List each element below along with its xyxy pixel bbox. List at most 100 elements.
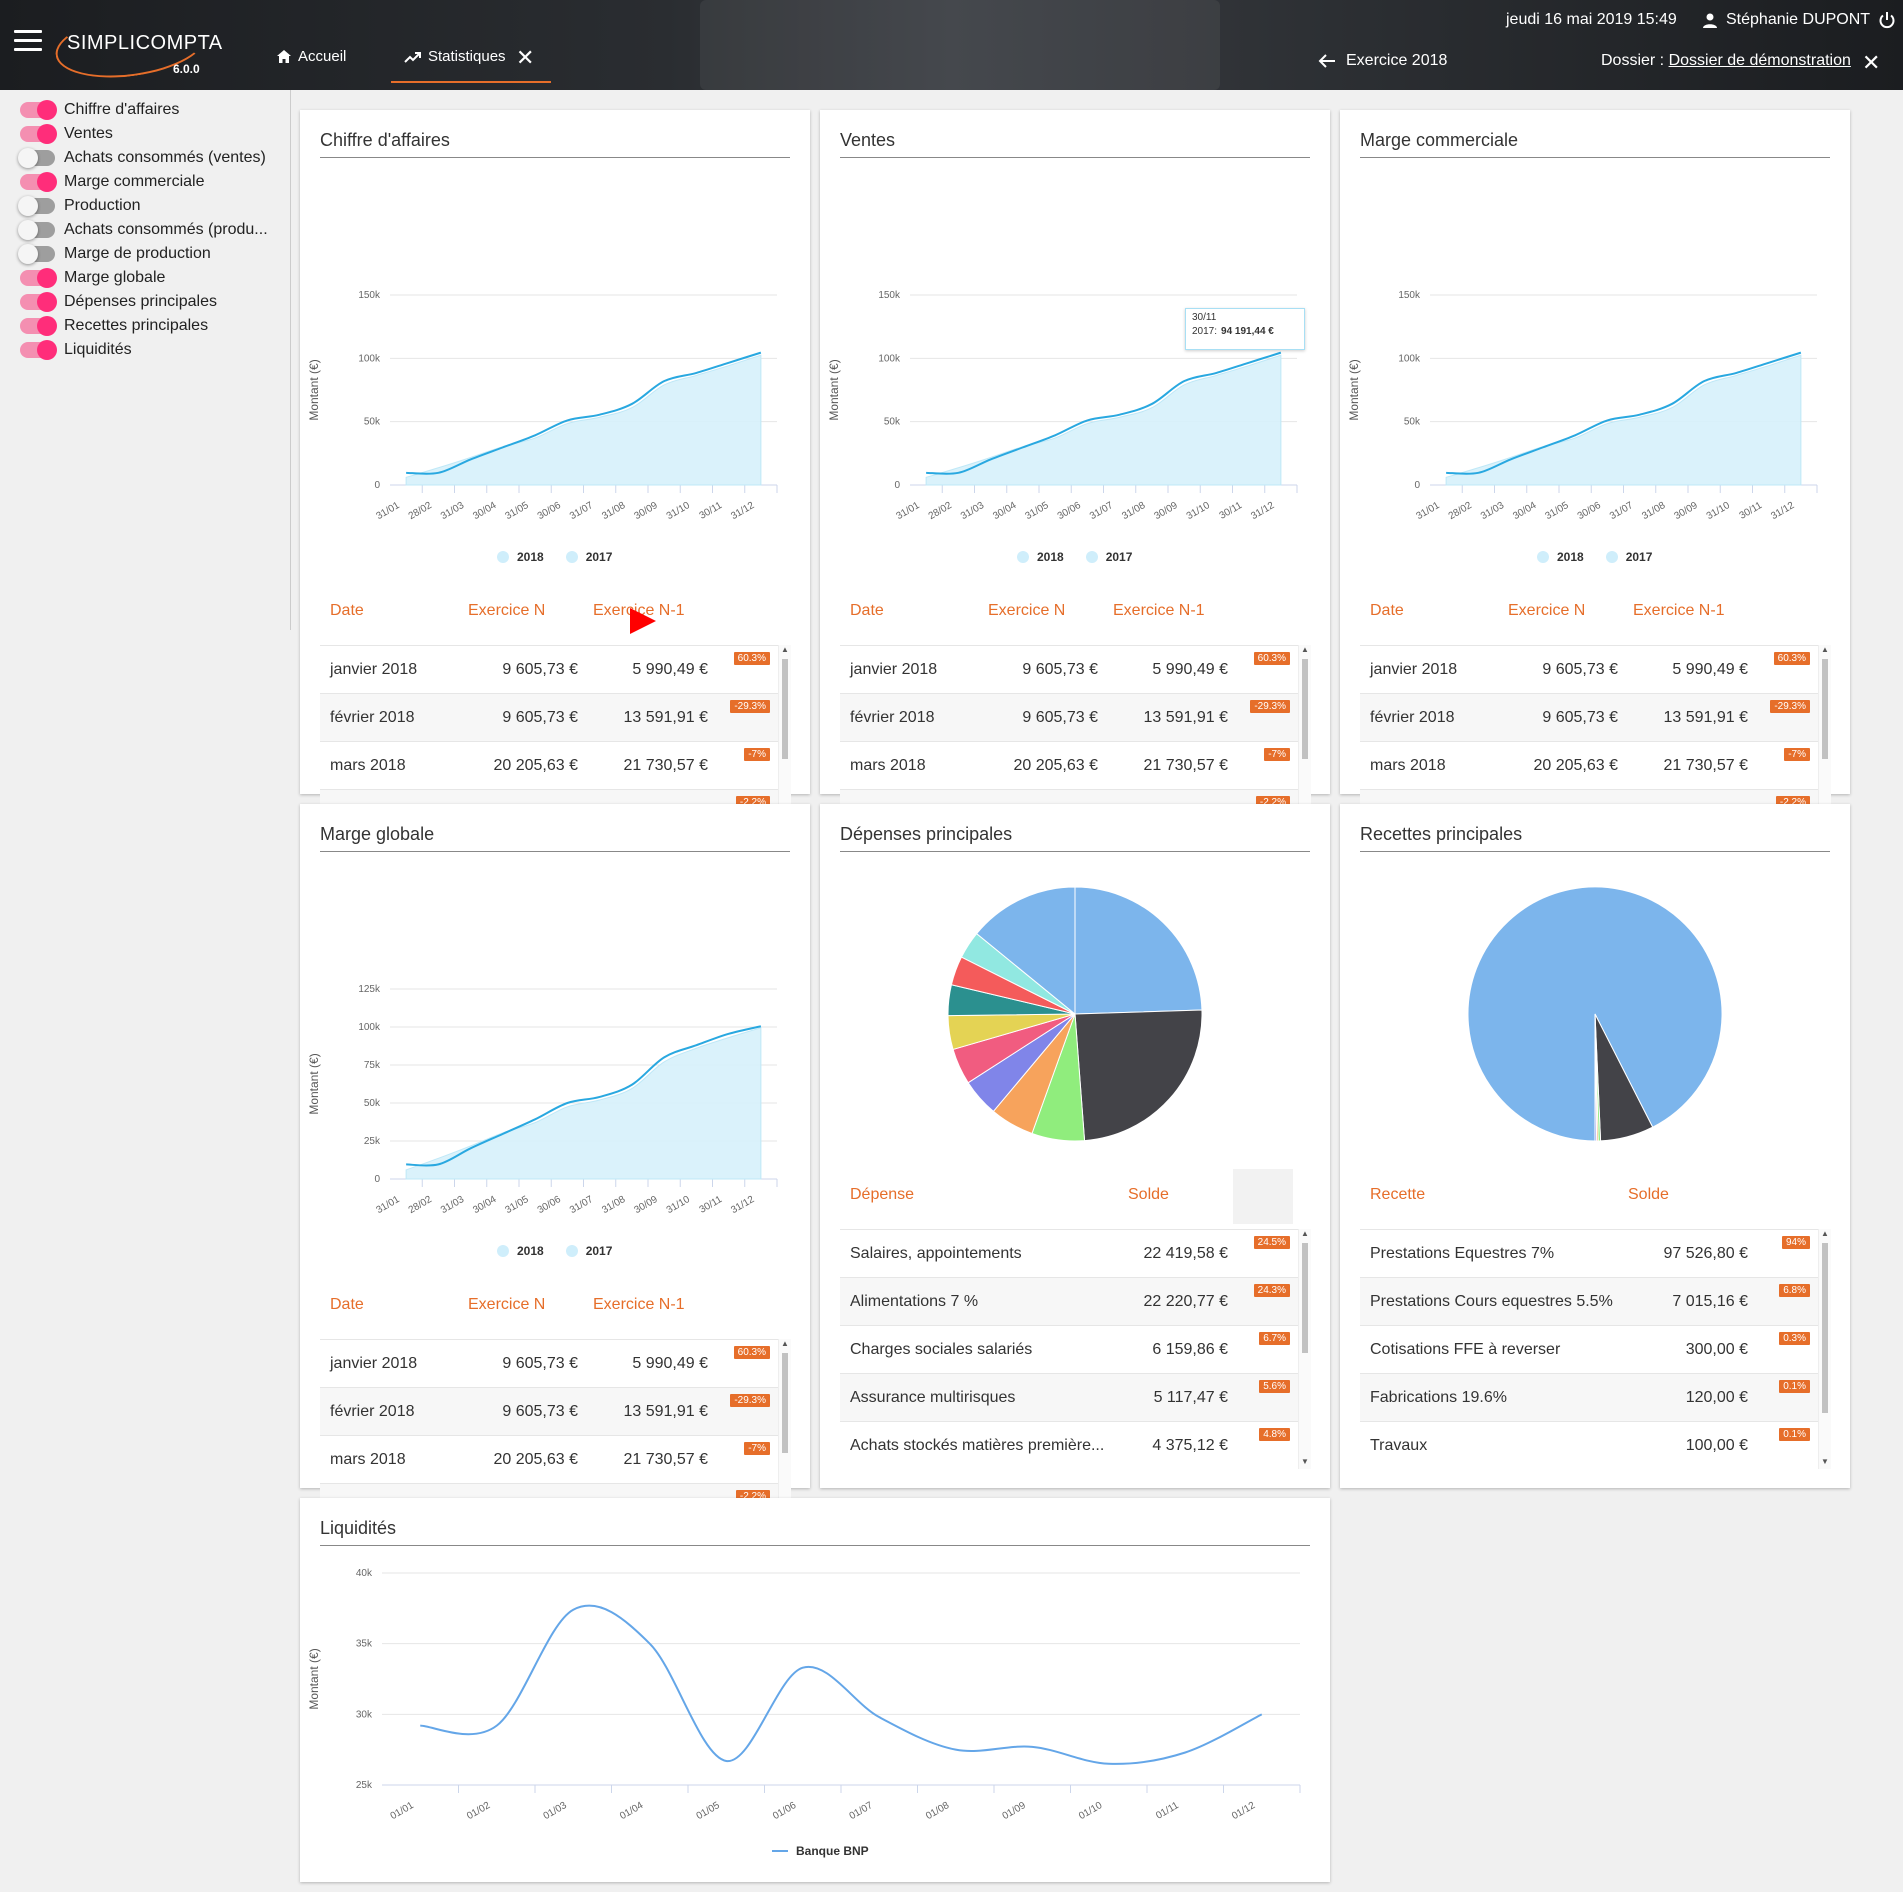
sidebar-toggle-row[interactable]: Chiffre d'affaires [20, 98, 179, 122]
sidebar-toggle-row[interactable]: Dépenses principales [20, 290, 217, 314]
legend-item[interactable]: 2018 [497, 550, 544, 564]
scroll-up-icon[interactable]: ▲ [1821, 645, 1829, 654]
scroll-up-icon[interactable]: ▲ [781, 645, 789, 654]
toggle-switch[interactable] [18, 148, 55, 168]
legend-item[interactable]: 2018 [1537, 550, 1584, 564]
table-row[interactable]: mars 2018 20 205,63 € 21 730,57 € -7% [1360, 741, 1818, 790]
user-menu[interactable]: Stéphanie DUPONT [1702, 11, 1896, 29]
table-row[interactable]: Salaires, appointements 22 419,58 € 24.5% [840, 1229, 1298, 1278]
scroll-down-icon[interactable]: ▼ [1301, 1457, 1309, 1466]
table-row[interactable]: mars 2018 20 205,63 € 21 730,57 € -7% [320, 1435, 778, 1484]
sidebar-toggle-row[interactable]: Recettes principales [20, 314, 208, 338]
dossier-link[interactable]: Dossier de démonstration [1668, 52, 1851, 69]
col-header-exercice-n[interactable]: Exercice N [468, 602, 546, 619]
col-header-date[interactable]: Date [850, 602, 884, 619]
toggle-switch[interactable] [20, 316, 57, 336]
col-header-exercice-n1[interactable]: Exercice N-1 [1113, 602, 1205, 619]
legend-item[interactable]: 2018 [1017, 550, 1064, 564]
table-row[interactable]: février 2018 9 605,73 € 13 591,91 € -29.3% [840, 693, 1298, 742]
col-header-label[interactable]: Dépense [850, 1186, 915, 1203]
table-row[interactable]: Travaux 100,00 € 0.1% [1360, 1421, 1818, 1470]
toggle-switch[interactable] [20, 100, 57, 120]
scroll-up-icon[interactable]: ▲ [1301, 645, 1309, 654]
table-row[interactable]: janvier 2018 9 605,73 € 5 990,49 € 60.3% [320, 645, 778, 694]
toggle-knob [18, 148, 38, 168]
sidebar-toggle-row[interactable]: Marge commerciale [20, 170, 204, 194]
table-row[interactable]: Prestations Equestres 7% 97 526,80 € 94% [1360, 1229, 1818, 1278]
legend-item[interactable]: 2017 [1085, 550, 1132, 564]
table-row[interactable]: Assurance multirisques 5 117,47 € 5.6% [840, 1373, 1298, 1422]
table-row[interactable]: Achats stockés matières première... 4 375… [840, 1421, 1298, 1470]
legend-item[interactable]: 2017 [1605, 550, 1652, 564]
col-header-date[interactable]: Date [1370, 602, 1404, 619]
arrow-left-icon[interactable] [1318, 54, 1336, 68]
pie-slice[interactable] [1074, 1009, 1203, 1142]
close-dossier-icon[interactable]: ✕ [1862, 50, 1881, 75]
scrollbar-thumb[interactable] [782, 659, 788, 759]
table-row[interactable]: février 2018 9 605,73 € 13 591,91 € -29.3% [320, 693, 778, 742]
toggle-switch[interactable] [18, 244, 55, 264]
pie-slice[interactable] [1594, 1013, 1598, 1142]
toggle-switch[interactable] [20, 172, 57, 192]
toggle-switch[interactable] [20, 292, 57, 312]
scrollbar-thumb[interactable] [1822, 1243, 1828, 1413]
col-header-exercice-n1[interactable]: Exercice N-1 [1633, 602, 1725, 619]
col-header-solde[interactable]: Solde [1628, 1186, 1669, 1203]
table-row[interactable]: Fabrications 19.6% 120,00 € 0.1% [1360, 1373, 1818, 1422]
col-header-label[interactable]: Recette [1370, 1186, 1426, 1203]
sidebar-toggle-row[interactable]: Marge de production [18, 242, 211, 266]
table-row[interactable]: février 2018 9 605,73 € 13 591,91 € -29.3% [1360, 693, 1818, 742]
scrollbar[interactable]: ▲▼ [1818, 1229, 1831, 1469]
scrollbar-thumb[interactable] [1302, 1243, 1308, 1353]
menu-icon[interactable] [14, 30, 42, 52]
close-tab-icon[interactable]: ✕ [516, 45, 535, 70]
tab-statistiques[interactable]: Statistiques [404, 48, 506, 65]
toggle-switch[interactable] [20, 268, 57, 288]
scrollbar-thumb[interactable] [1302, 659, 1308, 759]
pie-slice[interactable] [975, 886, 1076, 1016]
toggle-switch[interactable] [20, 124, 57, 144]
toggle-switch[interactable] [18, 196, 55, 216]
exercice-selector[interactable]: Exercice 2018 [1318, 52, 1447, 70]
col-header-exercice-n[interactable]: Exercice N [1508, 602, 1586, 619]
tab-accueil[interactable]: Accueil [276, 48, 346, 65]
legend-item[interactable]: 2017 [565, 550, 612, 564]
scroll-up-icon[interactable]: ▲ [781, 1339, 789, 1348]
toggle-switch[interactable] [18, 220, 55, 240]
sidebar-toggle-row[interactable]: Ventes [20, 122, 113, 146]
col-header-date[interactable]: Date [330, 602, 364, 619]
table-row[interactable]: Alimentations 7 % 22 220,77 € 24.3% [840, 1277, 1298, 1326]
col-header-solde[interactable]: Solde [1128, 1186, 1169, 1203]
table-row[interactable]: mars 2018 20 205,63 € 21 730,57 € -7% [320, 741, 778, 790]
col-header-exercice-n[interactable]: Exercice N [988, 602, 1066, 619]
scrollbar-thumb[interactable] [1822, 659, 1828, 759]
scroll-up-icon[interactable]: ▲ [1301, 1229, 1309, 1238]
col-header-exercice-n1[interactable]: Exercice N-1 [593, 1296, 685, 1313]
sidebar-toggle-row[interactable]: Achats consommés (produ... [18, 218, 268, 242]
table-row[interactable]: janvier 2018 9 605,73 € 5 990,49 € 60.3% [840, 645, 1298, 694]
table-row[interactable]: janvier 2018 9 605,73 € 5 990,49 € 60.3% [320, 1339, 778, 1388]
sidebar-toggle-row[interactable]: Production [18, 194, 141, 218]
table-row[interactable]: Prestations Cours equestres 5.5% 7 015,16… [1360, 1277, 1818, 1326]
legend-item[interactable]: Banque BNP [772, 1844, 869, 1858]
scrollbar[interactable]: ▲▼ [1298, 1229, 1311, 1469]
sidebar-toggle-row[interactable]: Liquidités [20, 338, 132, 362]
table-row[interactable]: janvier 2018 9 605,73 € 5 990,49 € 60.3% [1360, 645, 1818, 694]
table-row[interactable]: Cotisations FFE à reverser 300,00 € 0.3% [1360, 1325, 1818, 1374]
scroll-up-icon[interactable]: ▲ [1821, 1229, 1829, 1238]
col-header-date[interactable]: Date [330, 1296, 364, 1313]
table-row[interactable]: mars 2018 20 205,63 € 21 730,57 € -7% [840, 741, 1298, 790]
sidebar-toggle-row[interactable]: Marge globale [20, 266, 165, 290]
toggle-switch[interactable] [20, 340, 57, 360]
legend-item[interactable]: 2018 [497, 1244, 544, 1258]
scrollbar-thumb[interactable] [782, 1353, 788, 1453]
series-line-2018 [926, 351, 1282, 475]
pie-slice[interactable] [1074, 886, 1203, 1015]
col-header-exercice-n[interactable]: Exercice N [468, 1296, 546, 1313]
scroll-down-icon[interactable]: ▼ [1821, 1457, 1829, 1466]
table-row[interactable]: Charges sociales salariés 6 159,86 € 6.7% [840, 1325, 1298, 1374]
legend-item[interactable]: 2017 [565, 1244, 612, 1258]
table-row[interactable]: février 2018 9 605,73 € 13 591,91 € -29.3% [320, 1387, 778, 1436]
sidebar-toggle-row[interactable]: Achats consommés (ventes) [18, 146, 266, 170]
power-icon[interactable] [1878, 11, 1896, 29]
